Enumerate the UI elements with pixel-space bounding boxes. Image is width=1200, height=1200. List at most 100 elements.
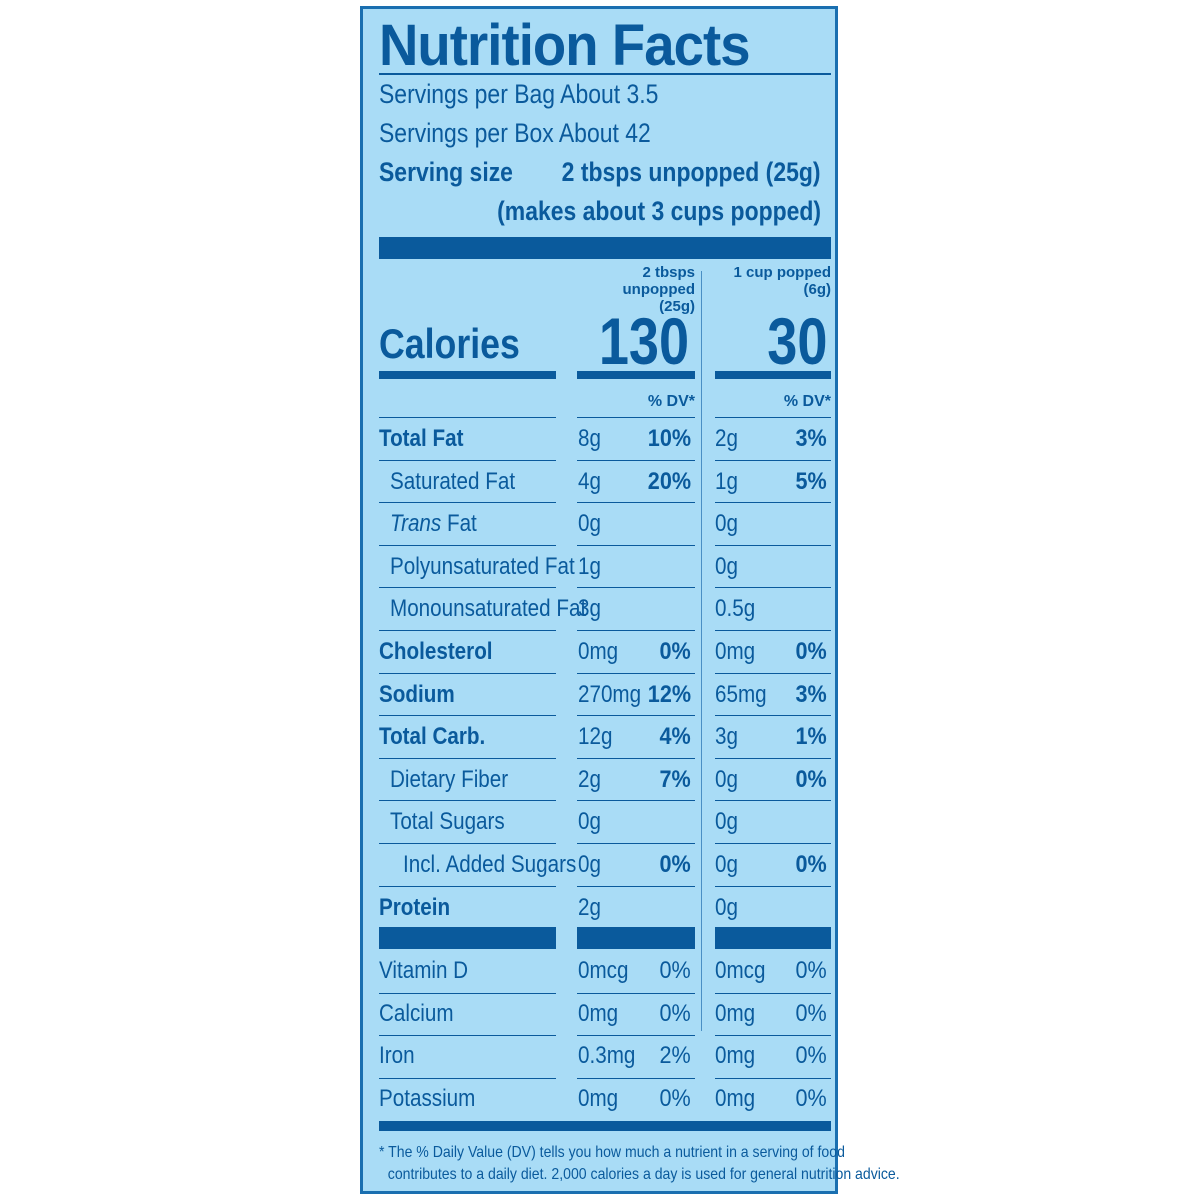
vitamin-amount-b: 0mg	[715, 999, 756, 1027]
vitamin-dv-a: 0%	[659, 999, 691, 1027]
dv-a: 0%	[659, 851, 691, 878]
row-divider	[715, 459, 831, 461]
row-divider	[577, 672, 695, 674]
vitamin-name: Vitamin D	[379, 957, 469, 984]
amount-a: 0g	[578, 808, 601, 836]
footnote-rule	[379, 1121, 831, 1131]
row-divider	[577, 1035, 695, 1037]
row-divider	[379, 885, 556, 887]
calories-rule-a	[577, 371, 695, 379]
row-divider	[379, 459, 556, 461]
amount-b: 0mg	[715, 638, 756, 665]
row-divider	[715, 843, 831, 844]
nutrient-name: Protein	[379, 893, 451, 921]
row-divider	[715, 1077, 831, 1079]
row-divider	[577, 544, 695, 546]
row-divider	[715, 544, 831, 546]
nutrient-name: Polyunsaturated Fat	[390, 552, 575, 580]
nutrient-name: Trans Fat	[390, 509, 477, 539]
dv-header-a: % DV*	[647, 393, 695, 410]
row-divider	[715, 502, 831, 504]
vitamin-dv-a: 0%	[659, 1084, 691, 1112]
amount-b: 0g	[715, 510, 738, 538]
row-divider	[379, 757, 556, 759]
row-divider	[379, 1035, 556, 1037]
column-a-header-line2: (25g)	[659, 298, 695, 315]
amount-a: 2g	[578, 893, 601, 921]
amount-a: 0g	[578, 510, 601, 538]
vitamin-dv-a: 2%	[659, 1042, 691, 1070]
calories-value-a: 130	[598, 304, 689, 378]
row-divider	[379, 587, 556, 589]
nutrient-name-rest: Fat	[441, 510, 477, 538]
amount-b: 0.5g	[715, 595, 756, 623]
vitamin-amount-b: 0mg	[715, 1084, 756, 1112]
calories-rule-b	[715, 371, 831, 379]
row-divider	[715, 715, 831, 717]
amount-a: 0mg	[578, 638, 619, 665]
row-divider	[379, 992, 556, 994]
amount-a: 3g	[578, 595, 601, 623]
vitamin-amount-a: 0mg	[578, 999, 619, 1027]
calories-value-b: 30	[766, 304, 827, 378]
vitamin-amount-b: 0mg	[715, 1042, 756, 1070]
row-divider	[379, 800, 556, 802]
dv-b: 0%	[795, 765, 827, 793]
vitamin-name: Calcium	[379, 999, 454, 1027]
row-divider	[577, 459, 695, 461]
amount-a: 1g	[578, 552, 601, 580]
vitamin-dv-a: 0%	[659, 957, 691, 984]
row-divider	[715, 1035, 831, 1037]
row-divider	[577, 992, 695, 994]
column-a-header-line1: 2 tbsps unpopped	[622, 264, 695, 298]
vitamin-rule-b	[715, 927, 831, 949]
row-divider	[715, 992, 831, 994]
dv-b: 5%	[795, 467, 827, 495]
nutrient-name: Incl. Added Sugars	[403, 851, 577, 878]
label-title: Nutrition Facts	[379, 13, 751, 78]
dv-a: 20%	[647, 467, 691, 495]
amount-b: 0g	[715, 893, 738, 921]
column-b-header: 1 cup popped (6g)	[733, 264, 832, 298]
dv-b: 1%	[795, 723, 827, 751]
amount-a: 2g	[578, 765, 601, 793]
nutrient-name-italic: Trans	[390, 510, 442, 538]
row-divider	[379, 672, 556, 674]
row-divider	[379, 715, 556, 717]
nutrient-name: Total Carb.	[379, 723, 486, 751]
row-divider	[715, 885, 831, 887]
nutrient-name: Sodium	[379, 680, 455, 708]
vitamin-rule-name	[379, 927, 556, 949]
column-a-header: 2 tbsps unpopped (25g)	[577, 264, 695, 315]
nutrient-name: Monounsaturated Fat	[390, 595, 587, 623]
serving-size-label: Serving size	[379, 157, 513, 187]
row-divider	[379, 843, 556, 844]
nutrient-name: Saturated Fat	[390, 467, 516, 495]
row-divider	[577, 587, 695, 589]
amount-b: 0g	[715, 765, 738, 793]
dv-a: 7%	[659, 765, 691, 793]
dv-a: 10%	[647, 425, 691, 452]
amount-b: 3g	[715, 723, 738, 751]
amount-b: 1g	[715, 467, 738, 495]
row-divider	[577, 715, 695, 717]
nutrient-name: Total Sugars	[390, 808, 505, 836]
nutrient-name: Cholesterol	[379, 638, 493, 665]
row-divider	[715, 417, 831, 418]
row-divider	[577, 502, 695, 504]
dv-a: 0%	[659, 638, 691, 665]
row-divider	[379, 630, 556, 631]
nutrient-name: Dietary Fiber	[390, 765, 509, 793]
calories-label: Calories	[379, 320, 520, 367]
serving-size-note: (makes about 3 cups popped)	[497, 196, 821, 226]
dv-b: 3%	[795, 425, 827, 452]
amount-a: 270mg	[578, 680, 642, 708]
vitamin-dv-b: 0%	[795, 1042, 827, 1070]
dv-b: 3%	[795, 680, 827, 708]
footnote-line1: * The % Daily Value (DV) tells you how m…	[379, 1144, 845, 1161]
vitamin-amount-a: 0.3mg	[578, 1042, 636, 1070]
row-divider	[577, 757, 695, 759]
row-divider	[715, 630, 831, 631]
row-divider	[379, 1077, 556, 1079]
vitamin-rule-a	[577, 927, 695, 949]
